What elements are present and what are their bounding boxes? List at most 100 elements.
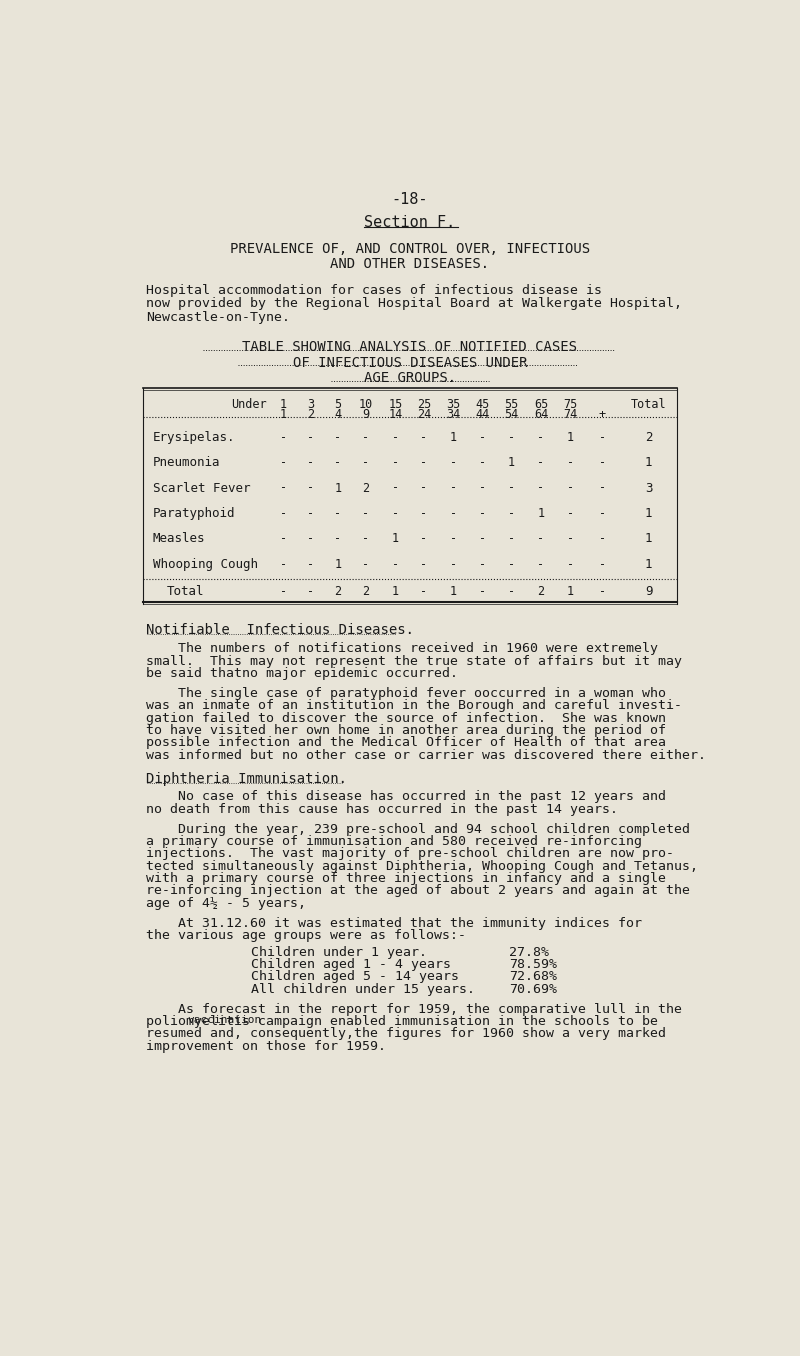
Text: -: -: [478, 557, 486, 571]
Text: -: -: [334, 456, 342, 469]
Text: 64: 64: [534, 408, 548, 420]
Text: 1: 1: [450, 431, 457, 443]
Text: Notifiable  Infectious Diseases.: Notifiable Infectious Diseases.: [146, 624, 414, 637]
Text: 2: 2: [538, 584, 545, 598]
Text: 74: 74: [563, 408, 578, 420]
Text: As forecast in the report for 1959, the comparative lull in the: As forecast in the report for 1959, the …: [146, 1003, 682, 1016]
Text: -: -: [567, 557, 574, 571]
Text: 54: 54: [505, 408, 518, 420]
Text: Section F.: Section F.: [364, 216, 456, 231]
Text: injections.  The vast majority of pre-school children are now pro-: injections. The vast majority of pre-sch…: [146, 848, 674, 860]
Text: -: -: [450, 481, 457, 495]
Text: Measles: Measles: [153, 533, 205, 545]
Text: be said thatno major epidemic occurred.: be said thatno major epidemic occurred.: [146, 667, 458, 681]
Text: Total: Total: [631, 397, 666, 411]
Text: -: -: [598, 481, 606, 495]
Text: 70.69%: 70.69%: [509, 983, 558, 995]
Text: 34: 34: [446, 408, 461, 420]
Text: with a primary course of three injections in infancy and a single: with a primary course of three injection…: [146, 872, 666, 885]
Text: -: -: [508, 507, 515, 519]
Text: -: -: [567, 507, 574, 519]
Text: -: -: [508, 481, 515, 495]
Text: -: -: [420, 456, 427, 469]
Text: AND OTHER DISEASES.: AND OTHER DISEASES.: [330, 256, 490, 271]
Text: The numbers of notifications received in 1960 were extremely: The numbers of notifications received in…: [146, 643, 658, 655]
Text: -: -: [598, 533, 606, 545]
Text: Under: Under: [231, 397, 266, 411]
Text: TABLE SHOWING ANALYSIS OF NOTIFIED CASES: TABLE SHOWING ANALYSIS OF NOTIFIED CASES: [242, 340, 578, 354]
Text: -: -: [538, 456, 545, 469]
Text: 55: 55: [505, 397, 518, 411]
Text: -18-: -18-: [392, 193, 428, 207]
Text: to have visited her own home in another area during the period of: to have visited her own home in another …: [146, 724, 666, 738]
Text: -: -: [307, 456, 314, 469]
Text: -: -: [280, 456, 287, 469]
Text: re-inforcing injection at the aged of about 2 years and again at the: re-inforcing injection at the aged of ab…: [146, 884, 690, 898]
Text: 1: 1: [280, 408, 287, 420]
Text: PREVALENCE OF, AND CONTROL OVER, INFECTIOUS: PREVALENCE OF, AND CONTROL OVER, INFECTI…: [230, 241, 590, 256]
Text: -: -: [478, 507, 486, 519]
Text: -: -: [478, 533, 486, 545]
Text: -: -: [392, 507, 399, 519]
Text: 45: 45: [475, 397, 490, 411]
Text: -: -: [280, 557, 287, 571]
Text: Pneumonia: Pneumonia: [153, 456, 220, 469]
Text: a primary course of immunisation and 580 received re-inforcing: a primary course of immunisation and 580…: [146, 835, 642, 848]
Text: -: -: [420, 481, 427, 495]
Text: -: -: [420, 584, 427, 598]
Text: no death from this cause has occurred in the past 14 years.: no death from this cause has occurred in…: [146, 803, 618, 815]
Text: 1: 1: [334, 557, 342, 571]
Text: -: -: [392, 557, 399, 571]
Text: 2: 2: [362, 584, 370, 598]
Text: poliomyelitis campaign enabled immunisation in the schools to be: poliomyelitis campaign enabled immunisat…: [146, 1016, 658, 1028]
Text: At 31.12.60 it was estimated that the immunity indices for: At 31.12.60 it was estimated that the im…: [146, 917, 642, 930]
Text: 1: 1: [645, 533, 653, 545]
Text: 5: 5: [334, 397, 342, 411]
Text: was informed but no other case or carrier was discovered there either.: was informed but no other case or carrie…: [146, 749, 706, 762]
Text: 9: 9: [362, 408, 370, 420]
Text: The single case of paratyphoid fever ooccurred in a woman who: The single case of paratyphoid fever ooc…: [146, 687, 666, 700]
Text: 65: 65: [534, 397, 548, 411]
Text: 3: 3: [645, 481, 653, 495]
Text: 25: 25: [417, 397, 431, 411]
Text: 2: 2: [307, 408, 314, 420]
Text: -: -: [362, 431, 370, 443]
Text: -: -: [508, 431, 515, 443]
Text: -: -: [280, 481, 287, 495]
Text: -: -: [307, 533, 314, 545]
Text: -: -: [280, 533, 287, 545]
Text: resumed and, consequently,the figures for 1960 show a very marked: resumed and, consequently,the figures fo…: [146, 1028, 666, 1040]
Text: No case of this disease has occurred in the past 12 years and: No case of this disease has occurred in …: [146, 791, 666, 803]
Text: -: -: [420, 557, 427, 571]
Text: Total: Total: [166, 584, 204, 598]
Text: 14: 14: [388, 408, 402, 420]
Text: -: -: [508, 584, 515, 598]
Text: Erysipelas.: Erysipelas.: [153, 431, 235, 443]
Text: -: -: [508, 557, 515, 571]
Text: -: -: [420, 431, 427, 443]
Text: -: -: [450, 557, 457, 571]
Text: 35: 35: [446, 397, 461, 411]
Text: +: +: [598, 408, 606, 420]
Text: 1: 1: [645, 557, 653, 571]
Text: -: -: [450, 456, 457, 469]
Text: Diphtheria Immunisation.: Diphtheria Immunisation.: [146, 772, 347, 785]
Text: -: -: [567, 533, 574, 545]
Text: -: -: [478, 431, 486, 443]
Text: 2: 2: [334, 584, 342, 598]
Text: -: -: [420, 533, 427, 545]
Text: -: -: [598, 584, 606, 598]
Text: -: -: [450, 507, 457, 519]
Text: -: -: [420, 507, 427, 519]
Text: 1: 1: [567, 584, 574, 598]
Text: 24: 24: [417, 408, 431, 420]
Text: 1: 1: [645, 456, 653, 469]
Text: During the year, 239 pre-school and 94 school children completed: During the year, 239 pre-school and 94 s…: [146, 823, 690, 835]
Text: -: -: [280, 584, 287, 598]
Text: Scarlet Fever: Scarlet Fever: [153, 481, 250, 495]
Text: -: -: [598, 557, 606, 571]
Text: 72.68%: 72.68%: [509, 971, 558, 983]
Text: 1: 1: [392, 533, 399, 545]
Text: -: -: [538, 533, 545, 545]
Text: Newcastle-on-Tyne.: Newcastle-on-Tyne.: [146, 311, 290, 324]
